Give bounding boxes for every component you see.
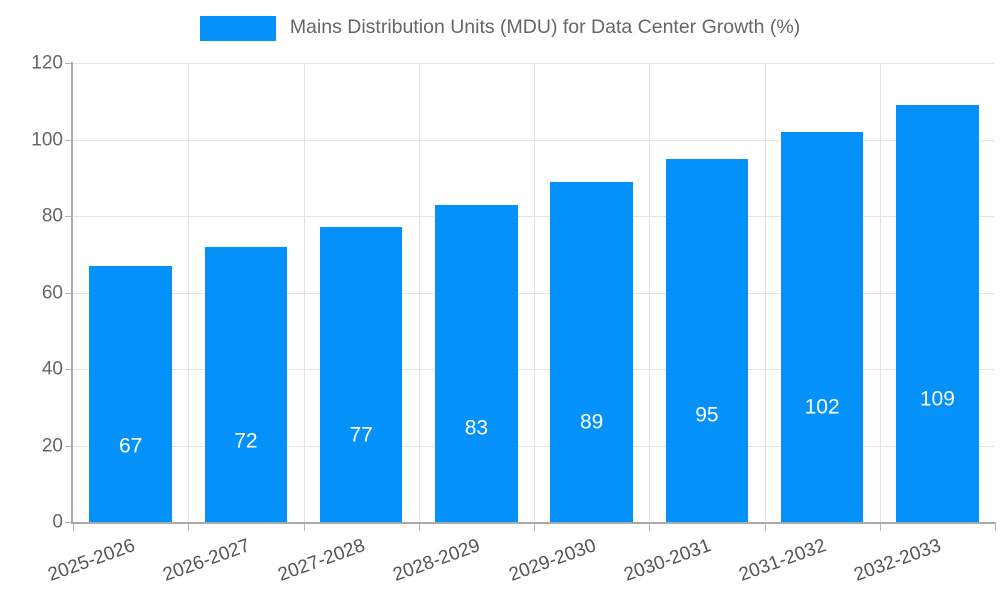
y-axis-tick-label: 120	[31, 52, 63, 74]
bar-value-label: 109	[919, 387, 955, 411]
legend-label: Mains Distribution Units (MDU) for Data …	[289, 16, 801, 39]
bar-value-label: 77	[349, 423, 373, 447]
bar[interactable]: 109	[896, 105, 979, 522]
y-axis-tick-label: 0	[52, 511, 63, 533]
chart-legend: Mains Distribution Units (MDU) for Data …	[0, 10, 1000, 46]
x-axis-tick-mark	[188, 522, 189, 531]
x-axis-tick-mark	[73, 522, 74, 531]
bar[interactable]: 83	[435, 204, 518, 522]
bar-value-label: 72	[234, 429, 258, 453]
x-axis-tick-mark	[995, 522, 996, 531]
y-axis-tick-mark	[65, 216, 73, 217]
x-axis-tick-mark	[765, 522, 766, 531]
plot-area: 67 72 77 83 89 95 102 109	[65, 62, 996, 531]
gridline-vertical	[419, 63, 420, 522]
bar[interactable]: 72	[204, 246, 288, 522]
bar-value-label: 95	[695, 403, 719, 427]
gridline-vertical	[188, 63, 189, 522]
x-axis-tick-mark	[880, 522, 881, 531]
legend-swatch-icon	[199, 15, 276, 41]
bar[interactable]: 102	[780, 131, 864, 522]
x-axis-tick-mark	[304, 522, 305, 531]
x-axis-tick-mark	[419, 522, 420, 531]
y-axis-tick-mark	[65, 445, 73, 447]
y-axis-tick-mark	[65, 63, 73, 64]
bar[interactable]: 95	[665, 158, 749, 522]
gridline-vertical	[765, 63, 766, 522]
bar-value-label: 89	[579, 410, 604, 434]
y-axis-tick-mark	[65, 522, 73, 523]
y-axis-tick-mark	[65, 369, 73, 370]
gridline-vertical	[649, 63, 650, 522]
y-axis-tick-label: 100	[31, 129, 63, 150]
gridline-vertical	[534, 63, 535, 522]
bar-value-label: 67	[118, 434, 143, 458]
gridline-vertical	[880, 63, 881, 522]
y-axis-tick-mark	[65, 292, 73, 294]
y-axis-tick-mark	[65, 139, 73, 141]
x-axis-tick-mark	[534, 522, 535, 531]
y-axis-spine	[71, 62, 73, 523]
y-axis-tick-label: 60	[41, 282, 63, 303]
y-axis-tick-label: 80	[41, 205, 63, 227]
bar-value-label: 83	[464, 416, 489, 440]
bar[interactable]: 89	[550, 181, 633, 522]
bar[interactable]: 67	[89, 265, 172, 522]
gridline-vertical	[304, 63, 305, 522]
x-axis-spine	[71, 522, 995, 524]
bar[interactable]: 77	[319, 227, 403, 522]
bar-value-label: 102	[804, 395, 840, 419]
y-axis-tick-label: 40	[41, 358, 63, 380]
y-axis-tick-label: 20	[41, 435, 63, 456]
x-axis-tick-mark	[649, 522, 650, 531]
